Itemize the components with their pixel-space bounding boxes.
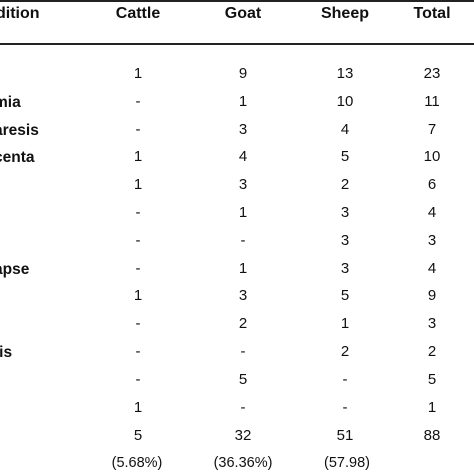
cell-goat: 4 xyxy=(238,148,248,165)
header-rule xyxy=(0,43,474,45)
cell-total: 7 xyxy=(427,121,437,138)
cell-sheep: 5 xyxy=(340,148,350,165)
cell-cattle: - xyxy=(135,371,141,388)
cell-cattle: 1 xyxy=(133,287,143,304)
cell-sheep: - xyxy=(342,371,348,388)
cell-cattle: 1 xyxy=(133,176,143,193)
cell-total: 10 xyxy=(423,148,441,165)
row-label: aresis xyxy=(0,122,39,139)
cell-cattle: - xyxy=(135,343,141,360)
table-top-rule xyxy=(0,0,474,2)
cell-goat: 1 xyxy=(238,93,248,110)
cell-goat: 1 xyxy=(238,204,248,221)
cell-sheep: 10 xyxy=(336,93,354,110)
cell-cattle: 1 xyxy=(133,65,143,82)
cell-cattle: - xyxy=(135,93,141,110)
cell-sheep: 5 xyxy=(340,287,350,304)
cell-sheep: 1 xyxy=(340,315,350,332)
cell-total: 23 xyxy=(423,65,441,82)
total-goat: 32 xyxy=(234,427,252,444)
cell-goat: - xyxy=(240,399,246,416)
pct-sheep: (57.98) xyxy=(324,455,370,471)
row-label: centa xyxy=(0,149,35,166)
cell-total: 4 xyxy=(427,260,437,277)
cell-sheep: 3 xyxy=(340,232,350,249)
cell-total: 6 xyxy=(427,176,437,193)
cell-cattle: - xyxy=(135,315,141,332)
cell-total: 3 xyxy=(427,315,437,332)
cell-goat: - xyxy=(240,343,246,360)
cell-cattle: - xyxy=(135,260,141,277)
header-condition: dition xyxy=(0,5,40,22)
cell-goat: 3 xyxy=(238,287,248,304)
cell-goat: 3 xyxy=(238,176,248,193)
cell-cattle: - xyxy=(135,232,141,249)
cell-goat: 9 xyxy=(238,65,248,82)
cell-cattle: 1 xyxy=(133,399,143,416)
cell-total: 1 xyxy=(427,399,437,416)
cell-sheep: - xyxy=(342,399,348,416)
header-goat: Goat xyxy=(224,5,262,22)
cell-goat: 5 xyxy=(238,371,248,388)
cell-cattle: 1 xyxy=(133,148,143,165)
cell-sheep: 4 xyxy=(340,121,350,138)
row-label: mia xyxy=(0,94,21,111)
cell-sheep: 3 xyxy=(340,260,350,277)
cell-total: 4 xyxy=(427,204,437,221)
pct-goat: (36.36%) xyxy=(213,455,273,471)
header-cattle: Cattle xyxy=(115,5,161,22)
cell-total: 9 xyxy=(427,287,437,304)
cell-goat: 1 xyxy=(238,260,248,277)
total-cattle: 5 xyxy=(133,427,143,444)
cell-sheep: 2 xyxy=(340,343,350,360)
cell-total: 3 xyxy=(427,232,437,249)
cell-goat: - xyxy=(240,232,246,249)
cell-sheep: 2 xyxy=(340,176,350,193)
total-all: 88 xyxy=(423,427,441,444)
row-label: tis xyxy=(0,344,13,361)
cell-goat: 3 xyxy=(238,121,248,138)
cell-total: 5 xyxy=(427,371,437,388)
pct-cattle: (5.68%) xyxy=(111,455,163,471)
cell-total: 2 xyxy=(427,343,437,360)
cell-goat: 2 xyxy=(238,315,248,332)
cell-cattle: - xyxy=(135,204,141,221)
header-sheep: Sheep xyxy=(320,5,369,22)
row-label: apse xyxy=(0,261,30,278)
cell-sheep: 13 xyxy=(336,65,354,82)
total-sheep: 51 xyxy=(336,427,354,444)
cell-cattle: - xyxy=(135,121,141,138)
cell-total: 11 xyxy=(424,93,440,110)
cell-sheep: 3 xyxy=(340,204,350,221)
header-total: Total xyxy=(413,5,451,22)
